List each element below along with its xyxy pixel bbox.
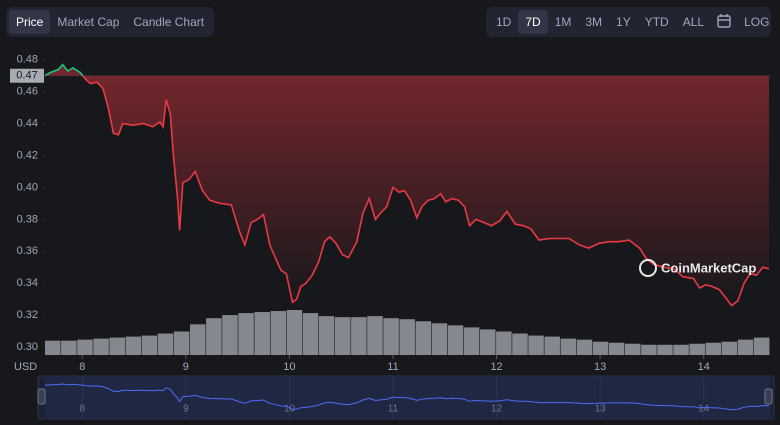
- y-tick-label: 0.46: [17, 86, 38, 98]
- button[interactable]: 1M: [554, 15, 572, 29]
- tab-group: Price Market Cap Candle Chart: [6, 7, 215, 37]
- volume-bar: [93, 338, 109, 355]
- volume-bar: [689, 343, 705, 355]
- volume-bar: [415, 321, 432, 355]
- volume-bar: [447, 325, 464, 355]
- volume-bar: [463, 327, 480, 355]
- y-tick-label: 0.42: [17, 149, 38, 161]
- volume-bar: [286, 310, 303, 355]
- navigator-handle[interactable]: [37, 388, 46, 405]
- volume-bar: [576, 339, 593, 355]
- log-button[interactable]: LOG: [744, 15, 770, 29]
- navigator-tick-label: 8: [80, 404, 86, 415]
- volume-bar: [254, 312, 270, 355]
- volume-bar: [399, 319, 415, 355]
- navigator-tick-label: 12: [491, 404, 503, 415]
- current-price-label: 0.47: [16, 70, 37, 82]
- watermark-logo: [639, 259, 657, 277]
- watermark: CoinMarketCap: [661, 260, 756, 275]
- y-tick-label: 0.34: [17, 277, 38, 289]
- button[interactable]: 3M: [585, 15, 603, 29]
- volume-bar: [318, 316, 335, 355]
- volume-bar: [560, 338, 577, 355]
- volume-bar: [528, 335, 544, 355]
- price-line: [44, 63, 770, 307]
- volume-bar: [753, 337, 770, 355]
- button[interactable]: Price: [9, 10, 51, 34]
- volume-bar: [157, 333, 174, 355]
- calendar-icon: [717, 14, 731, 28]
- volume-bar: [45, 340, 61, 355]
- volume-bar: [302, 313, 319, 355]
- volume-bar: [351, 317, 367, 355]
- volume-bar: [335, 317, 351, 355]
- volume-bar: [173, 331, 190, 355]
- volume-bar: [77, 339, 93, 355]
- y-tick-label: 0.32: [17, 309, 38, 321]
- volume-bar: [206, 318, 222, 355]
- volume-bar: [238, 313, 254, 355]
- navigator-tick-label: 11: [388, 404, 399, 415]
- button[interactable]: 1D: [496, 15, 512, 29]
- button[interactable]: 7D: [518, 10, 548, 34]
- button[interactable]: 1Y: [616, 15, 631, 29]
- y-tick-label: 0.36: [17, 245, 38, 257]
- navigator-tick-label: 9: [183, 404, 189, 415]
- range-group: 1D 7D 1M 3M 1Y YTD ALL LOG: [486, 7, 771, 37]
- navigator-handle[interactable]: [764, 388, 773, 405]
- current-price-box: [10, 68, 44, 83]
- volume-bar: [625, 343, 641, 355]
- volume-bar: [592, 341, 609, 355]
- price-area: [45, 64, 769, 306]
- volume-bar: [141, 335, 158, 355]
- volume-bar: [496, 331, 512, 355]
- y-axis-unit: USD: [14, 361, 37, 373]
- volume-bar: [657, 344, 673, 355]
- volume-bar: [673, 344, 689, 355]
- volume-bar: [431, 323, 448, 355]
- volume-bar: [480, 329, 496, 355]
- x-tick-label: 10: [283, 361, 295, 373]
- volume-bar: [544, 336, 560, 355]
- volume-bar: [190, 324, 206, 355]
- volume-bar: [705, 342, 722, 355]
- x-tick-label: 8: [79, 361, 85, 373]
- calendar-button[interactable]: [711, 13, 737, 31]
- volume-bar: [608, 342, 625, 355]
- x-tick-label: 12: [490, 361, 502, 373]
- volume-bar: [222, 315, 238, 355]
- navigator-tick-label: 14: [698, 404, 710, 415]
- y-tick-label: 0.48: [17, 54, 38, 66]
- button[interactable]: Candle Chart: [133, 15, 205, 29]
- x-tick-label: 14: [698, 361, 710, 373]
- volume-bar: [737, 339, 754, 355]
- volume-bar: [125, 336, 142, 355]
- x-tick-label: 9: [183, 361, 189, 373]
- y-tick-label: 0.40: [17, 181, 38, 193]
- volume-bar: [721, 341, 738, 355]
- x-tick-label: 11: [387, 361, 398, 373]
- volume-bar: [270, 311, 287, 355]
- navigator-tick-label: 10: [284, 404, 296, 415]
- navigator-line: [44, 383, 770, 411]
- y-tick-label: 0.44: [17, 118, 38, 130]
- volume-bar: [641, 344, 657, 355]
- y-tick-label: 0.38: [17, 213, 38, 225]
- button[interactable]: Market Cap: [57, 15, 120, 29]
- navigator-tick-label: 13: [595, 404, 607, 415]
- button[interactable]: ALL: [682, 15, 705, 29]
- volume-bar: [512, 333, 528, 355]
- volume-bar: [61, 340, 77, 355]
- x-tick-label: 13: [594, 361, 606, 373]
- button[interactable]: YTD: [644, 15, 669, 29]
- y-tick-label: 0.30: [17, 341, 38, 353]
- volume-bar: [109, 337, 125, 355]
- volume-bar: [367, 316, 383, 355]
- volume-bar: [383, 318, 399, 355]
